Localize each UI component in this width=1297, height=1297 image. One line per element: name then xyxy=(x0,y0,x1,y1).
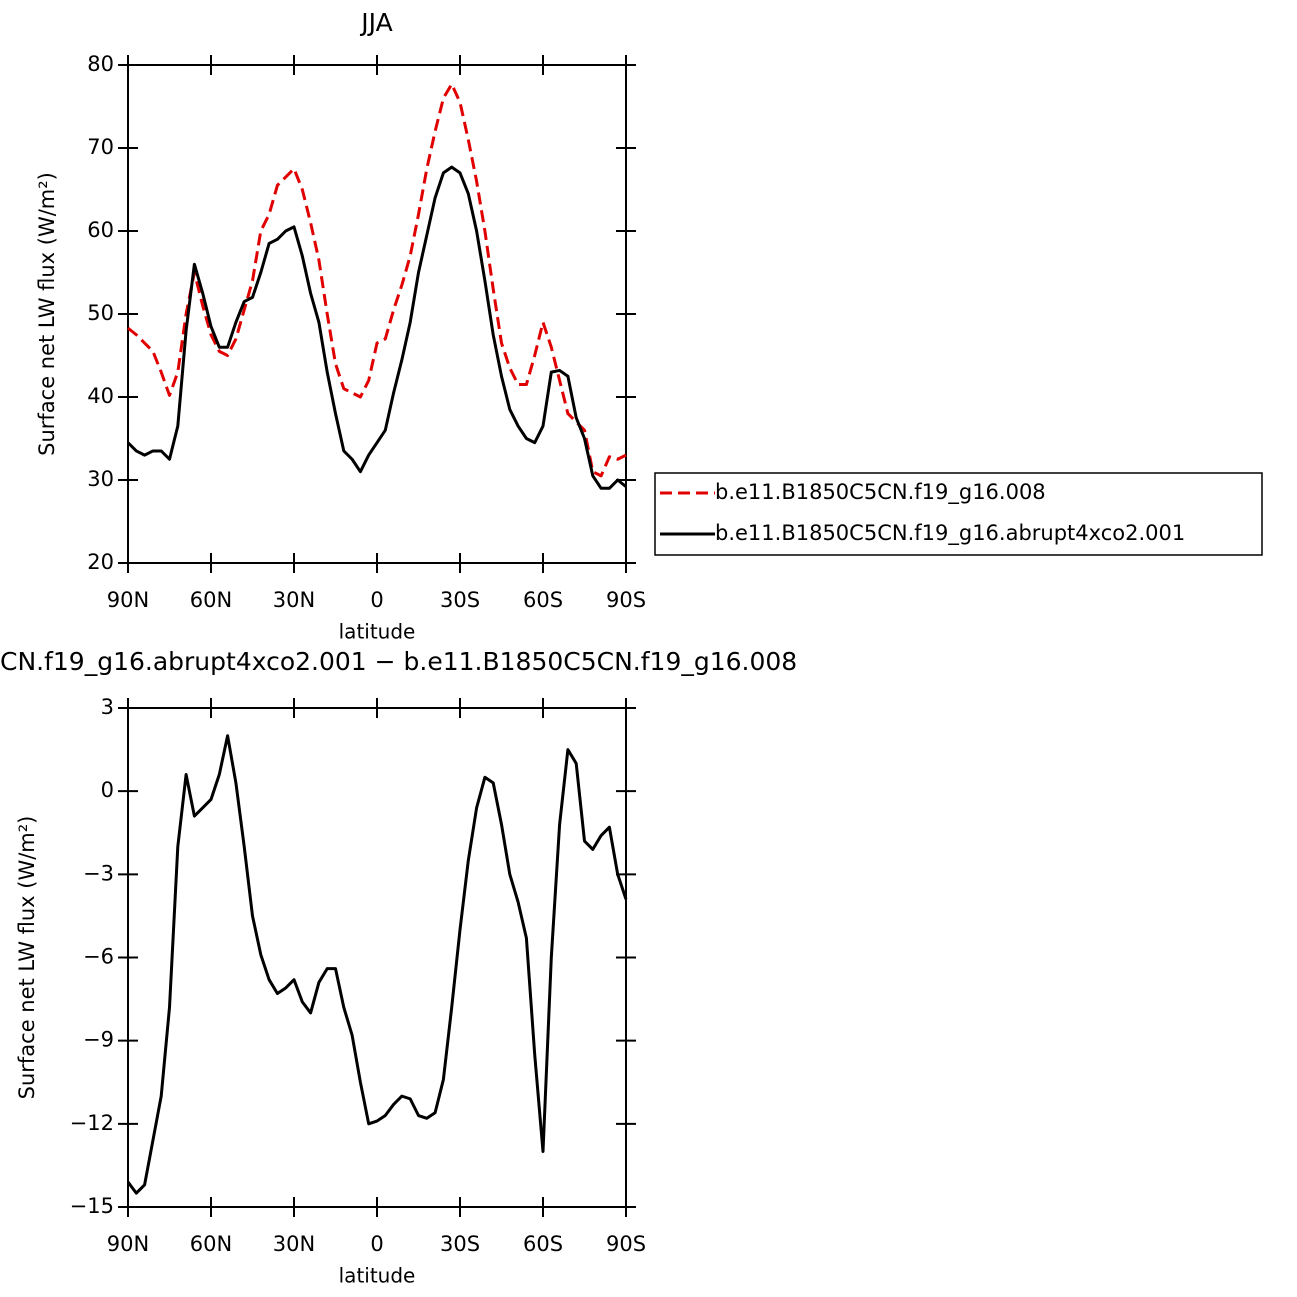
y-tick-label: −12 xyxy=(70,1111,114,1135)
x-tick-label: 90N xyxy=(107,1232,149,1256)
x-tick-label: 30N xyxy=(273,588,315,612)
y-tick-label: 40 xyxy=(87,384,114,408)
y-tick-label: −3 xyxy=(83,861,114,885)
y-axis-label: Surface net LW flux (W/m²) xyxy=(35,172,59,456)
legend-label: b.e11.B1850C5CN.f19_g16.abrupt4xco2.001 xyxy=(715,521,1185,546)
chart-title: CN.f19_g16.abrupt4xco2.001 − b.e11.B1850… xyxy=(0,647,797,676)
x-tick-label: 90S xyxy=(606,588,646,612)
x-tick-label: 30S xyxy=(440,1232,480,1256)
x-tick-label: 30S xyxy=(440,588,480,612)
data-line xyxy=(126,165,627,490)
x-tick-label: 90N xyxy=(107,588,149,612)
chart-title: JJA xyxy=(359,8,392,37)
x-tick-label: 60N xyxy=(190,1232,232,1256)
y-tick-label: −15 xyxy=(70,1194,114,1218)
y-tick-label: 20 xyxy=(87,550,114,574)
y-tick-label: 60 xyxy=(87,218,114,242)
legend-box xyxy=(654,472,1263,556)
y-axis-label: Surface net LW flux (W/m²) xyxy=(15,816,39,1100)
x-tick-label: 0 xyxy=(370,588,383,612)
legend-label: b.e11.B1850C5CN.f19_g16.008 xyxy=(715,480,1046,505)
y-tick-label: 30 xyxy=(87,467,114,491)
x-tick-label: 60S xyxy=(523,1232,563,1256)
plot-frame xyxy=(127,64,627,564)
y-tick-label: −6 xyxy=(83,945,114,969)
x-axis-label: latitude xyxy=(339,620,416,644)
x-tick-label: 0 xyxy=(370,1232,383,1256)
x-axis-label: latitude xyxy=(339,1264,416,1288)
data-line xyxy=(127,82,627,478)
x-tick-label: 30N xyxy=(273,1232,315,1256)
data-line xyxy=(126,734,628,1195)
y-tick-label: 3 xyxy=(101,695,114,719)
x-tick-label: 90S xyxy=(606,1232,646,1256)
y-tick-label: 70 xyxy=(87,135,114,159)
y-tick-label: 50 xyxy=(87,301,114,325)
x-tick-label: 60N xyxy=(190,588,232,612)
x-tick-label: 60S xyxy=(523,588,563,612)
y-tick-label: 80 xyxy=(87,52,114,76)
y-tick-label: 0 xyxy=(101,778,114,802)
y-tick-label: −9 xyxy=(83,1028,114,1052)
